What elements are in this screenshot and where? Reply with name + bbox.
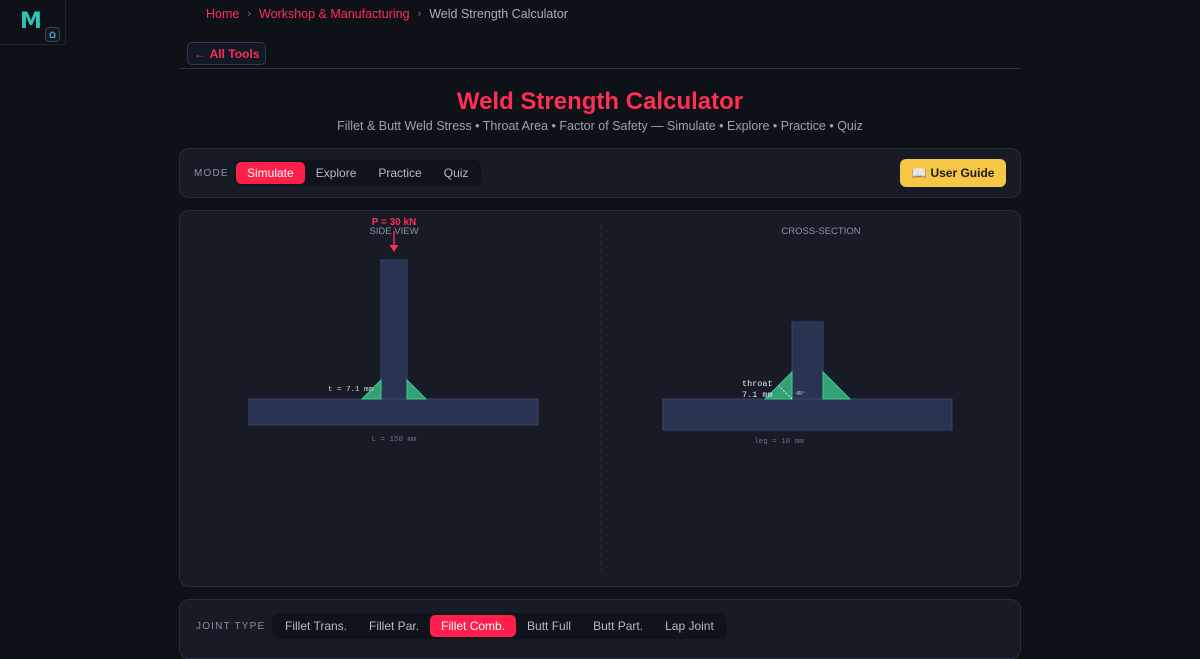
mode-quiz[interactable]: Quiz [443,166,469,180]
cross-section-heading: CROSS-SECTION [781,226,860,237]
user-guide-button[interactable]: 📖 User Guide [900,159,1006,187]
load-arrow-head [389,245,399,252]
weld-diagram: SIDE VIEW P = 30 kN t = 7.1 mm L = 150 m… [248,217,953,571]
page-subtitle: Fillet & Butt Weld Stress • Throat Area … [337,119,863,133]
mode-practice[interactable]: Practice [378,166,422,180]
length-label: L = 150 mm [371,436,417,444]
visualization-panel: SIDE VIEW P = 30 kN t = 7.1 mm L = 150 m… [179,210,1021,587]
logo-area[interactable]: M [0,0,66,45]
joint-fillet-comb[interactable]: Fillet Comb. [430,615,517,637]
throat-label: t = 7.1 mm [328,386,374,394]
cross-throat-label: throat [742,379,773,389]
cross-vertical-plate [791,321,824,400]
fillet-weld-right [406,378,428,400]
all-tools-button[interactable]: ← All Tools [187,42,266,65]
angle-label: 45° [796,391,804,397]
breadcrumb-home[interactable]: Home [206,7,240,21]
breadcrumb-separator: › [247,8,252,20]
joint-type-label: JOINT TYPE [196,621,266,632]
joint-butt-full[interactable]: Butt Full [527,619,572,633]
vertical-plate [380,259,408,400]
fillet-weld-left [360,378,382,400]
logo[interactable]: M [20,9,42,34]
home-icon[interactable] [45,27,60,42]
joint-type-selector: Fillet Trans. Fillet Par. Fillet Comb. B… [272,613,727,639]
throat-line [778,385,793,400]
joint-lap[interactable]: Lap Joint [665,619,714,633]
user-guide-label: User Guide [930,166,995,180]
mode-selector: Simulate Explore Practice Quiz [234,160,482,186]
joint-butt-part[interactable]: Butt Part. [593,619,644,633]
all-tools-label: All Tools [209,46,260,61]
breadcrumb-category[interactable]: Workshop & Manufacturing [259,7,410,21]
breadcrumb-separator: › [417,8,422,20]
leg-label: leg = 10 mm [754,438,804,446]
breadcrumb-current: Weld Strength Calculator [429,7,568,21]
arrow-left-icon: ← [193,46,206,61]
joint-type-panel: JOINT TYPE Fillet Trans. Fillet Par. Fil… [179,599,1021,659]
joint-fillet-par[interactable]: Fillet Par. [369,619,420,633]
breadcrumb: Home › Workshop & Manufacturing › Weld S… [206,7,568,21]
cross-fillet-right [822,370,852,400]
book-icon: 📖 [911,166,927,180]
cross-throat-value: 7.1 mm [742,390,773,400]
mode-explore[interactable]: Explore [315,166,357,180]
mode-panel: MODE Simulate Explore Practice Quiz 📖 Us… [179,148,1021,198]
mode-simulate[interactable]: Simulate [236,162,305,184]
load-label: P = 30 kN [372,217,417,228]
page-title: Weld Strength Calculator [456,88,744,115]
base-plate [248,398,539,426]
divider [179,68,1021,69]
cross-base-plate [662,398,953,431]
joint-fillet-trans[interactable]: Fillet Trans. [285,619,348,633]
mode-label: MODE [194,168,229,179]
